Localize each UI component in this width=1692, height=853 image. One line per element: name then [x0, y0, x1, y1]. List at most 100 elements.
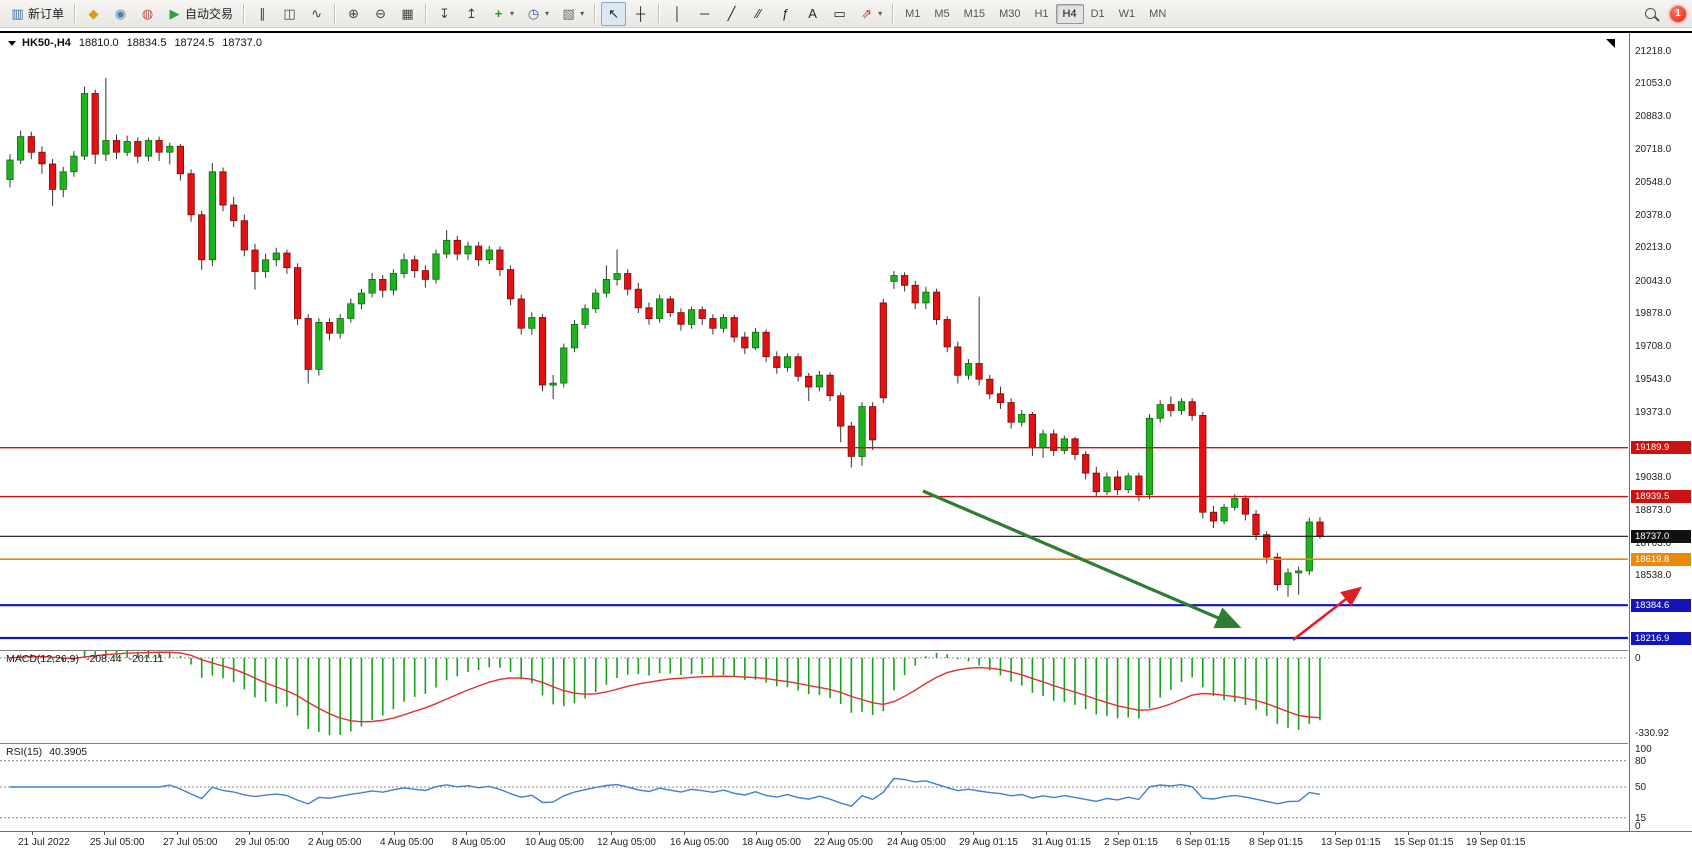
timeframe-w1-button[interactable]: W1	[1118, 7, 1136, 20]
profile-icon: ◉	[114, 6, 127, 21]
bear-candle	[538, 317, 547, 386]
scroll-to-end-marker-icon[interactable]	[1606, 39, 1615, 48]
fibonacci-button[interactable]: ƒ	[773, 2, 798, 26]
ohlc-low: 18724.5	[174, 37, 215, 49]
cursor-button[interactable]: ↖	[601, 1, 627, 26]
arrows-tool-button[interactable]: ⇗ ▾	[854, 2, 887, 26]
rsi-indicator-pane[interactable]	[0, 743, 1628, 831]
tile-windows-button[interactable]: ▦	[395, 2, 420, 26]
price-tag-18216.9: 18216.9	[1631, 632, 1691, 645]
main-price-chart[interactable]	[0, 33, 1628, 650]
bull-candle	[922, 291, 930, 304]
template-button[interactable]: ▧ ▾	[556, 2, 589, 26]
price-axis[interactable]: 21218.0 21053.0 20883.0 20718.0 20548.0 20378…	[1629, 33, 1692, 832]
horizontal-line-button[interactable]: ─	[692, 2, 717, 26]
toolbar-separator	[425, 3, 428, 24]
auto-trading-button[interactable]: ▶ 自动交易	[162, 2, 238, 26]
add-indicator-button[interactable]: + ▾	[486, 2, 519, 26]
trendline-button[interactable]: ╱	[719, 2, 744, 26]
bear-candle	[1263, 534, 1271, 558]
dropdown-caret-icon[interactable]: ▾	[545, 9, 550, 18]
time-axis-tick	[684, 832, 685, 835]
time-axis-label: 4 Aug 05:00	[380, 837, 434, 848]
search-button[interactable]	[1640, 2, 1661, 26]
time-axis-tick	[828, 832, 829, 835]
bull-candle	[315, 321, 323, 370]
timeframe-m15-button[interactable]: M15	[963, 7, 986, 20]
period-button[interactable]: ◷ ▾	[521, 2, 554, 26]
zoom-out-button[interactable]: ⊖	[368, 2, 393, 26]
bear-candle	[38, 151, 46, 165]
bear-candle	[1092, 472, 1100, 493]
dropdown-caret-icon[interactable]: ▾	[580, 9, 585, 18]
zoom-in-button[interactable]: ⊕	[341, 2, 366, 26]
macd-axis-min: -330.92	[1635, 728, 1669, 739]
candlestick-chart-button[interactable]: ◫	[277, 2, 302, 26]
timeframe-h4-button[interactable]: H4	[1055, 3, 1084, 24]
price-axis-tick: 20718.0	[1635, 144, 1672, 155]
bear-candle	[421, 270, 430, 280]
macd-indicator-pane[interactable]	[0, 650, 1628, 743]
indicator-window-icon: ↧	[439, 6, 450, 21]
bull-candle	[1284, 572, 1292, 586]
ohlc-close: 18737.0	[222, 37, 262, 49]
bear-candle	[198, 214, 206, 261]
timeframe-m30-button[interactable]: M30	[999, 7, 1021, 20]
line-chart-button[interactable]: ∿	[304, 2, 329, 26]
indicator-list-button[interactable]: ↥	[459, 2, 484, 26]
profile-button[interactable]: ◉	[108, 2, 133, 26]
time-axis[interactable]: 21 Jul 2022 25 Jul 05:00 27 Jul 05:00 29 Ju…	[0, 831, 1692, 853]
time-axis-label: 10 Aug 05:00	[525, 837, 584, 848]
bull-candle	[102, 140, 110, 155]
timeframe-h1-button[interactable]: H1	[1034, 7, 1049, 20]
community-button[interactable]: ◍	[135, 2, 160, 26]
text-label-icon: ▭	[833, 6, 846, 21]
rsi-value: 40.3905	[49, 746, 88, 758]
bear-candle	[1135, 475, 1143, 496]
bear-candle	[517, 298, 525, 329]
notification-badge[interactable]: 1	[1670, 5, 1686, 22]
bear-candle	[826, 374, 834, 397]
bear-candle	[698, 309, 706, 319]
time-axis-tick	[756, 832, 757, 835]
crosshair-button[interactable]: ┼	[628, 2, 653, 26]
add-indicator-plus-icon: +	[494, 6, 503, 21]
timeframe-mn-button[interactable]: MN	[1149, 7, 1167, 20]
new-order-button[interactable]: ▥ 新订单	[5, 2, 69, 26]
indicator-window-button[interactable]: ↧	[432, 2, 457, 26]
bear-candle	[847, 425, 855, 457]
time-axis-tick	[1408, 832, 1409, 835]
price-axis-tick: 20378.0	[1635, 210, 1672, 221]
channel-button[interactable]: ⁄⁄	[746, 2, 771, 26]
macd-axis-zero: 0	[1635, 653, 1641, 664]
text-label-button[interactable]: ▭	[827, 2, 852, 26]
price-axis-tick: 19878.0	[1635, 308, 1672, 319]
bear-candle	[933, 291, 941, 320]
dropdown-caret-icon[interactable]: ▾	[510, 9, 515, 18]
timeframe-m5-button[interactable]: M5	[934, 7, 950, 20]
metaeditor-button[interactable]: ◆	[81, 2, 106, 26]
bull-candle	[592, 292, 600, 310]
bull-candle	[485, 249, 493, 261]
fibonacci-icon: ƒ	[781, 6, 790, 21]
toolbar-separator	[658, 3, 661, 24]
text-button[interactable]: A	[800, 2, 825, 26]
timeframe-m1-button[interactable]: M1	[905, 7, 921, 20]
macd-label: MACD(12,26,9) -208.44 -201.11	[6, 653, 163, 665]
chart-window-top-border	[0, 31, 1692, 33]
bear-candle	[634, 288, 642, 309]
bar-chart-button[interactable]: ∥	[250, 2, 275, 26]
price-tag-18384.6: 18384.6	[1631, 599, 1691, 612]
bull-candle	[6, 159, 14, 181]
auto-trading-play-icon: ▶	[169, 6, 180, 21]
up-trend-arrow[interactable]	[1292, 586, 1363, 642]
timeframe-d1-button[interactable]: D1	[1090, 7, 1105, 20]
toolbar-separator	[594, 3, 597, 24]
collapse-triangle-icon[interactable]	[8, 40, 16, 46]
down-trend-arrow[interactable]	[922, 489, 1242, 629]
vertical-line-button[interactable]: │	[665, 2, 690, 26]
zoom-in-icon: ⊕	[348, 6, 359, 21]
crosshair-icon: ┼	[635, 6, 646, 21]
cursor-icon: ↖	[608, 6, 620, 21]
dropdown-caret-icon[interactable]: ▾	[878, 9, 883, 18]
